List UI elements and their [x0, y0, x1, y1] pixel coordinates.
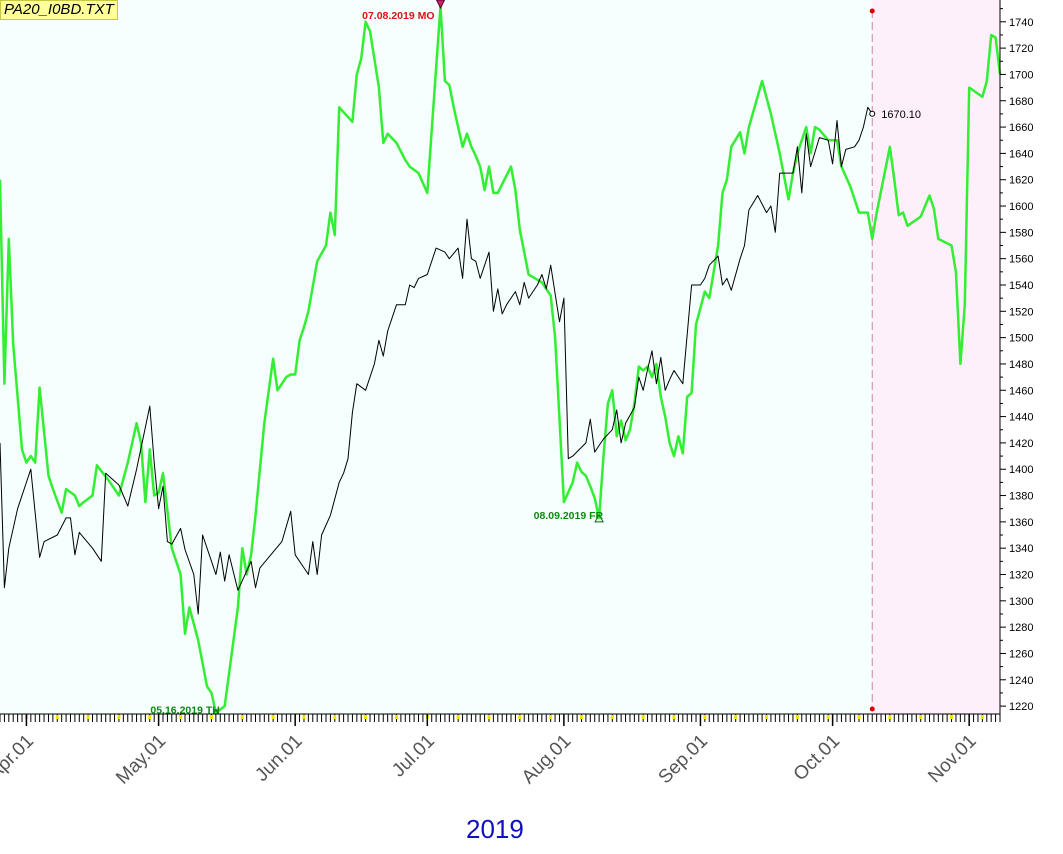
- last-value-marker: [869, 110, 876, 117]
- x-week-marker: [240, 715, 244, 719]
- x-week-marker: [610, 715, 614, 719]
- x-week-marker: [456, 715, 460, 719]
- x-week-marker: [302, 715, 306, 719]
- x-tick-label: Jul.01: [388, 731, 439, 782]
- x-week-marker: [641, 715, 645, 719]
- chart-title: PA20_I0BD.TXT: [0, 0, 118, 20]
- y-tick-label: 1320: [1009, 570, 1033, 582]
- x-week-marker: [518, 715, 522, 719]
- y-tick-label: 1520: [1009, 306, 1033, 318]
- x-week-marker: [826, 715, 830, 719]
- x-week-marker: [549, 715, 553, 719]
- x-tick-label: Nov.01: [924, 731, 980, 787]
- x-week-marker: [980, 715, 984, 719]
- forecast-background: [872, 0, 1000, 714]
- y-tick-label: 1680: [1009, 96, 1033, 108]
- y-tick-label: 1540: [1009, 280, 1033, 292]
- x-week-marker: [888, 715, 892, 719]
- y-tick-label: 1220: [1009, 701, 1033, 713]
- last-value-label: 1670.10: [881, 109, 921, 121]
- y-tick-label: 1580: [1009, 227, 1033, 239]
- y-tick-label: 1700: [1009, 69, 1033, 81]
- y-tick-label: 1380: [1009, 491, 1033, 503]
- x-week-marker: [672, 715, 676, 719]
- forecast-marker-bottom: [869, 706, 875, 712]
- y-tick-label: 1460: [1009, 385, 1033, 397]
- x-week-marker: [703, 715, 707, 719]
- y-tick-label: 1340: [1009, 543, 1033, 555]
- y-tick-label: 1740: [1009, 17, 1033, 29]
- x-week-marker: [950, 715, 954, 719]
- y-tick-label: 1240: [1009, 675, 1033, 687]
- x-week-marker: [579, 715, 583, 719]
- x-week-marker: [919, 715, 923, 719]
- x-tick-label: Oct.01: [790, 731, 844, 785]
- x-week-marker: [86, 715, 90, 719]
- y-tick-label: 1640: [1009, 148, 1033, 160]
- y-tick-label: 1560: [1009, 254, 1033, 266]
- y-tick-label: 1660: [1009, 122, 1033, 134]
- x-week-marker: [364, 715, 368, 719]
- y-tick-label: 1400: [1009, 464, 1033, 476]
- x-tick-label: Aug.01: [518, 731, 575, 788]
- x-week-marker: [857, 715, 861, 719]
- low-annotation-label: 08.09.2019 FR: [534, 510, 604, 522]
- x-week-marker: [148, 715, 152, 719]
- x-week-marker: [734, 715, 738, 719]
- x-axis: Apr.01 May.01 Jun.01 Jul.01 Aug.01 Sep.01 Oct.…: [0, 713, 1001, 789]
- x-week-marker: [209, 715, 213, 719]
- x-week-marker: [179, 715, 183, 719]
- forecast-marker-top: [869, 8, 875, 14]
- series-layer: 1670.10: [0, 4, 1002, 714]
- y-tick-label: 1420: [1009, 438, 1033, 450]
- y-tick-label: 1600: [1009, 201, 1033, 213]
- low-marker: [594, 513, 604, 523]
- green-series-line: [0, 4, 1002, 714]
- y-tick-label: 1260: [1009, 648, 1033, 660]
- y-tick-label: 1280: [1009, 622, 1033, 634]
- x-tick-label: Jun.01: [252, 731, 307, 786]
- x-week-marker: [765, 715, 769, 719]
- year-label: 2019: [466, 814, 524, 844]
- x-week-marker: [394, 715, 398, 719]
- x-tick-label: Sep.01: [655, 731, 712, 788]
- x-week-marker: [271, 715, 275, 719]
- y-axis: 1220 1240 1260 1280 1300 1320 1340 1360 1380 1400…: [999, 0, 1033, 714]
- grid-layer: [869, 8, 875, 712]
- y-tick-label: 1620: [1009, 175, 1033, 187]
- x-week-marker: [795, 715, 799, 719]
- x-axis-strip: [0, 714, 1000, 723]
- history-background: [0, 0, 872, 714]
- x-week-marker: [117, 715, 121, 719]
- y-tick-label: 1360: [1009, 517, 1033, 529]
- y-tick-label: 1300: [1009, 596, 1033, 608]
- x-tick-label: May.01: [112, 731, 170, 789]
- x-week-marker: [487, 715, 491, 719]
- y-tick-label: 1720: [1009, 43, 1033, 55]
- black-series-line: [0, 106, 873, 615]
- x-week-marker: [333, 715, 337, 719]
- y-tick-label: 1480: [1009, 359, 1033, 371]
- x-tick-label: Apr.01: [0, 731, 38, 785]
- y-tick-label: 1440: [1009, 412, 1033, 424]
- x-week-marker: [55, 715, 59, 719]
- high-marker: [435, 0, 446, 10]
- y-tick-label: 1500: [1009, 333, 1033, 345]
- high-annotation-label: 07.08.2019 MO: [362, 10, 434, 22]
